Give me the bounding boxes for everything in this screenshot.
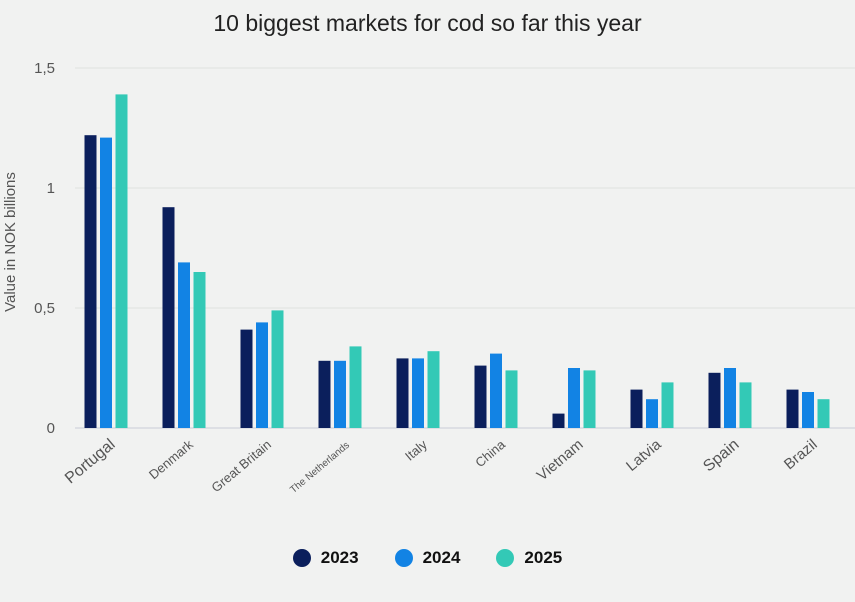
x-tick-label: Brazil xyxy=(781,436,821,473)
label-layer: 0 0,5 1 1,5 Portugal Denmark Great Britain The … xyxy=(34,60,820,496)
x-tick-label: Vietnam xyxy=(534,436,587,484)
bar-2024 xyxy=(178,262,190,428)
bar-2023 xyxy=(708,372,721,428)
bar-2025 xyxy=(427,351,440,428)
grid-layer xyxy=(75,67,855,429)
bar-2023 xyxy=(162,207,175,428)
y-tick-label: 1,5 xyxy=(34,60,55,77)
bar-2025 xyxy=(505,370,518,428)
bar-2023 xyxy=(318,360,331,428)
legend-label: 2023 xyxy=(320,548,359,567)
bar-2023 xyxy=(84,135,97,428)
y-tick-label: 1 xyxy=(47,180,55,197)
bar-2023 xyxy=(240,329,253,428)
x-tick-label: Italy xyxy=(402,436,430,463)
bar-2023 xyxy=(474,365,487,428)
bar-2025 xyxy=(583,370,596,428)
bar-2025 xyxy=(271,310,284,428)
x-tick-label: Denmark xyxy=(146,436,196,482)
legend-item: 2025 xyxy=(496,548,562,568)
bar-2024 xyxy=(568,368,580,428)
bar-2024 xyxy=(724,368,736,428)
bar-2023 xyxy=(630,389,643,428)
bar-2025 xyxy=(739,382,752,428)
legend: 2023 2024 2025 xyxy=(0,548,855,568)
bar-2024 xyxy=(490,353,502,428)
y-axis-label: Value in NOK billions xyxy=(2,172,19,312)
bar-2024 xyxy=(646,399,658,428)
bar-2025 xyxy=(115,94,128,429)
legend-swatch xyxy=(394,549,413,567)
chart-title: 10 biggest markets for cod so far this y… xyxy=(213,10,642,36)
legend-item: 2023 xyxy=(292,548,359,568)
bar-2024 xyxy=(100,137,112,428)
bar-2023 xyxy=(786,389,799,428)
x-tick-label: Portugal xyxy=(62,436,119,487)
legend-label: 2025 xyxy=(524,548,563,567)
bar-2025 xyxy=(661,382,674,428)
x-tick-label: Spain xyxy=(700,436,742,475)
bar-layer xyxy=(84,94,830,429)
x-tick-label: Great Britain xyxy=(208,437,274,495)
x-tick-label: China xyxy=(472,436,508,470)
bar-2025 xyxy=(193,272,206,428)
x-tick-label: Latvia xyxy=(623,436,665,475)
bar-2024 xyxy=(802,392,814,428)
bar-2025 xyxy=(349,346,362,428)
y-tick-label: 0 xyxy=(47,420,55,437)
bar-2025 xyxy=(817,399,830,428)
bar-2024 xyxy=(412,358,424,428)
legend-swatch xyxy=(292,549,311,567)
bar-2023 xyxy=(396,358,409,428)
bar-2023 xyxy=(552,413,565,428)
bar-2024 xyxy=(334,360,346,428)
bar-2024 xyxy=(256,322,268,428)
y-tick-label: 0,5 xyxy=(34,300,55,317)
legend-swatch xyxy=(496,549,515,567)
legend-item: 2024 xyxy=(394,548,461,568)
legend-label: 2024 xyxy=(422,548,461,567)
x-tick-label: The Netherlands xyxy=(288,440,352,496)
